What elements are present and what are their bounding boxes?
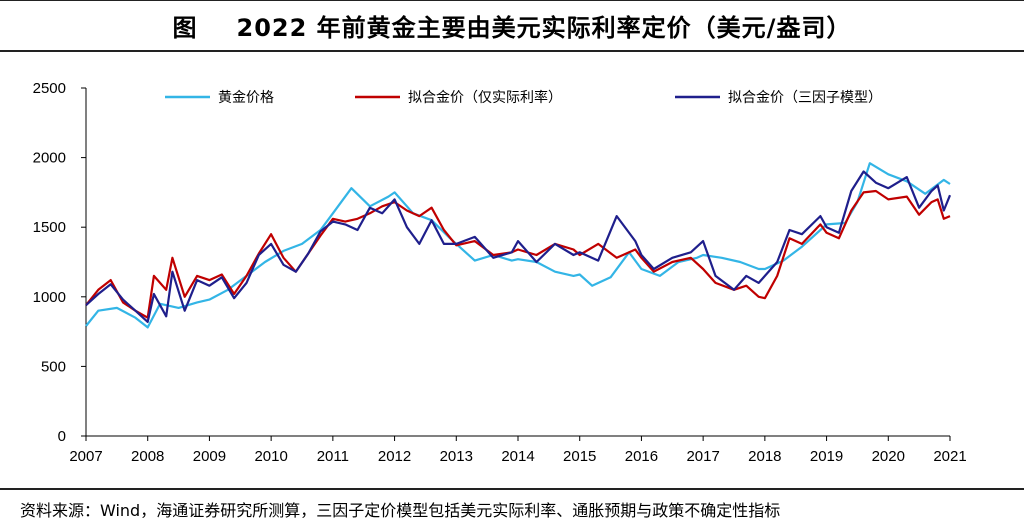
chart-legend: 黄金价格 拟合金价（仅实际利率） 拟合金价（三因子模型） <box>165 89 882 106</box>
series-line-1 <box>85 162 951 329</box>
legend-label-2: 拟合金价（仅实际利率） <box>408 89 562 106</box>
x-tick-label: 2010 <box>254 448 287 465</box>
y-tick-label: 2000 <box>33 150 66 167</box>
chart-title: 2022 年前黄金主要由美元实际利率定价（美元/盎司） <box>236 14 852 42</box>
x-tick-label: 2019 <box>810 448 843 465</box>
chart-title-bar: 图 2022 年前黄金主要由美元实际利率定价（美元/盎司） <box>0 0 1024 52</box>
x-tick-label: 2021 <box>933 448 966 465</box>
chart-axes: 0 500 1000 1500 2000 2500 2007 2008 2009 2010 2011… <box>33 80 967 465</box>
line-chart: 0 500 1000 1500 2000 2500 2007 2008 2009 2010 2011… <box>33 80 967 465</box>
x-tick-label: 2017 <box>686 448 719 465</box>
x-tick-label: 2018 <box>748 448 781 465</box>
x-tick-label: 2009 <box>193 448 226 465</box>
x-tick-label: 2020 <box>872 448 905 465</box>
source-note: 资料来源：Wind，海通证券研究所测算，三因子定价模型包括美元实际利率、通胀预期… <box>0 488 1024 528</box>
y-tick-label: 2500 <box>33 80 66 97</box>
x-tick-label: 2015 <box>563 448 596 465</box>
x-tick-label: 2008 <box>131 448 164 465</box>
y-tick-label: 500 <box>41 358 66 375</box>
series-line-3 <box>85 170 952 323</box>
x-tick-label: 2011 <box>317 448 349 465</box>
legend-label-3: 拟合金价（三因子模型） <box>728 90 882 106</box>
chart-lines <box>85 162 952 329</box>
x-tick-label: 2016 <box>625 448 658 465</box>
series-line-2 <box>85 189 951 319</box>
figure-label: 图 <box>172 14 197 42</box>
legend-label-1: 黄金价格 <box>218 89 274 106</box>
x-tick-label: 2013 <box>440 448 473 465</box>
y-tick-label: 1000 <box>33 289 66 306</box>
x-tick-label: 2007 <box>69 448 102 465</box>
y-tick-label: 1500 <box>33 219 66 236</box>
x-tick-label: 2014 <box>501 448 534 465</box>
x-tick-label: 2012 <box>378 448 411 465</box>
y-tick-label: 0 <box>58 428 66 445</box>
